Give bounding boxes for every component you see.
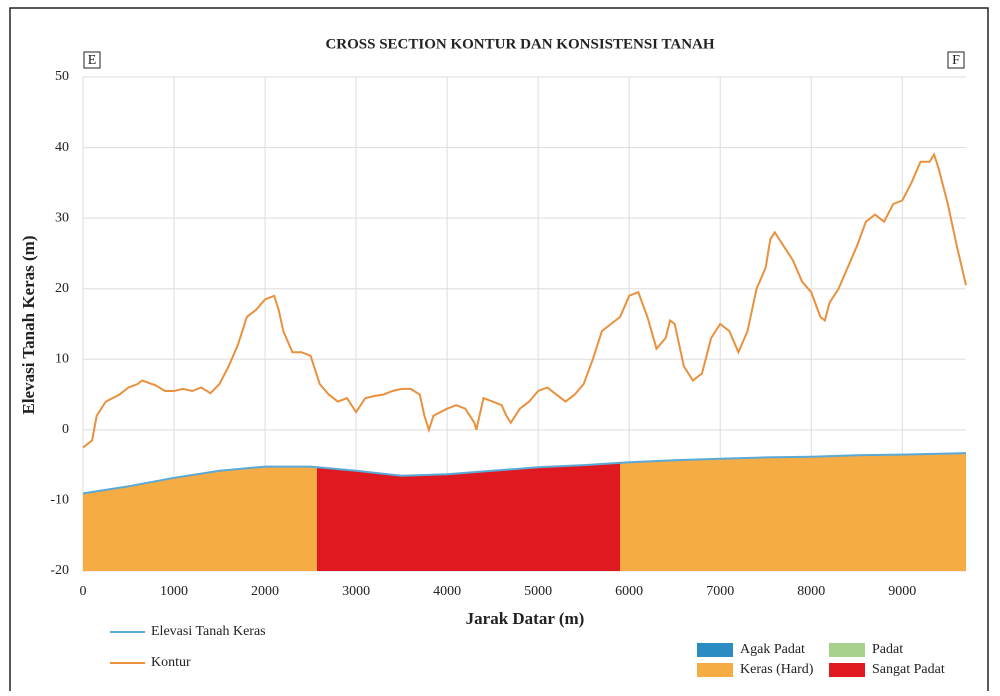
y-tick-label: 20 xyxy=(55,281,69,296)
legend-swatch xyxy=(829,643,865,657)
legend-label: Agak Padat xyxy=(740,642,805,657)
x-tick-label: 0 xyxy=(80,584,87,599)
corner-box xyxy=(83,51,101,69)
chart-title: CROSS SECTION KONTUR DAN KONSISTENSI TAN… xyxy=(325,36,714,52)
y-tick-label: 0 xyxy=(62,422,69,437)
legend-label: Keras (Hard) xyxy=(740,662,814,677)
soil-zone xyxy=(83,466,317,571)
x-tick-label: 9000 xyxy=(888,584,916,599)
x-tick-label: 7000 xyxy=(706,584,734,599)
x-axis-label: Jarak Datar (m) xyxy=(466,609,585,628)
legend-swatch xyxy=(829,663,865,677)
x-tick-label: 6000 xyxy=(615,584,643,599)
y-tick-label: 10 xyxy=(55,352,69,367)
y-tick-label: 30 xyxy=(55,210,69,225)
x-tick-label: 2000 xyxy=(251,584,279,599)
legend-swatch xyxy=(697,643,733,657)
x-tick-label: 3000 xyxy=(342,584,370,599)
legend-label: Elevasi Tanah Keras xyxy=(151,624,266,639)
x-tick-label: 1000 xyxy=(160,584,188,599)
corner-label: E xyxy=(88,53,97,68)
legend-label: Padat xyxy=(872,642,903,657)
legend-swatch xyxy=(697,663,733,677)
line-series xyxy=(82,152,967,449)
y-tick-label: 40 xyxy=(55,140,69,155)
legend-label: Kontur xyxy=(151,655,191,670)
x-tick-label: 5000 xyxy=(524,584,552,599)
y-tick-label: -20 xyxy=(50,563,69,578)
y-axis-label: Elevasi Tanah Keras (m) xyxy=(19,236,38,415)
y-tick-label: 50 xyxy=(55,69,69,84)
soil-zone xyxy=(620,453,966,571)
x-tick-label: 8000 xyxy=(797,584,825,599)
corner-box xyxy=(947,51,965,69)
corner-label: F xyxy=(952,53,960,68)
line-series xyxy=(82,452,967,495)
soil-zone xyxy=(316,462,621,571)
legend-label: Sangat Padat xyxy=(872,662,945,677)
x-tick-label: 4000 xyxy=(433,584,461,599)
y-tick-label: -10 xyxy=(50,493,69,508)
frame xyxy=(9,7,989,696)
